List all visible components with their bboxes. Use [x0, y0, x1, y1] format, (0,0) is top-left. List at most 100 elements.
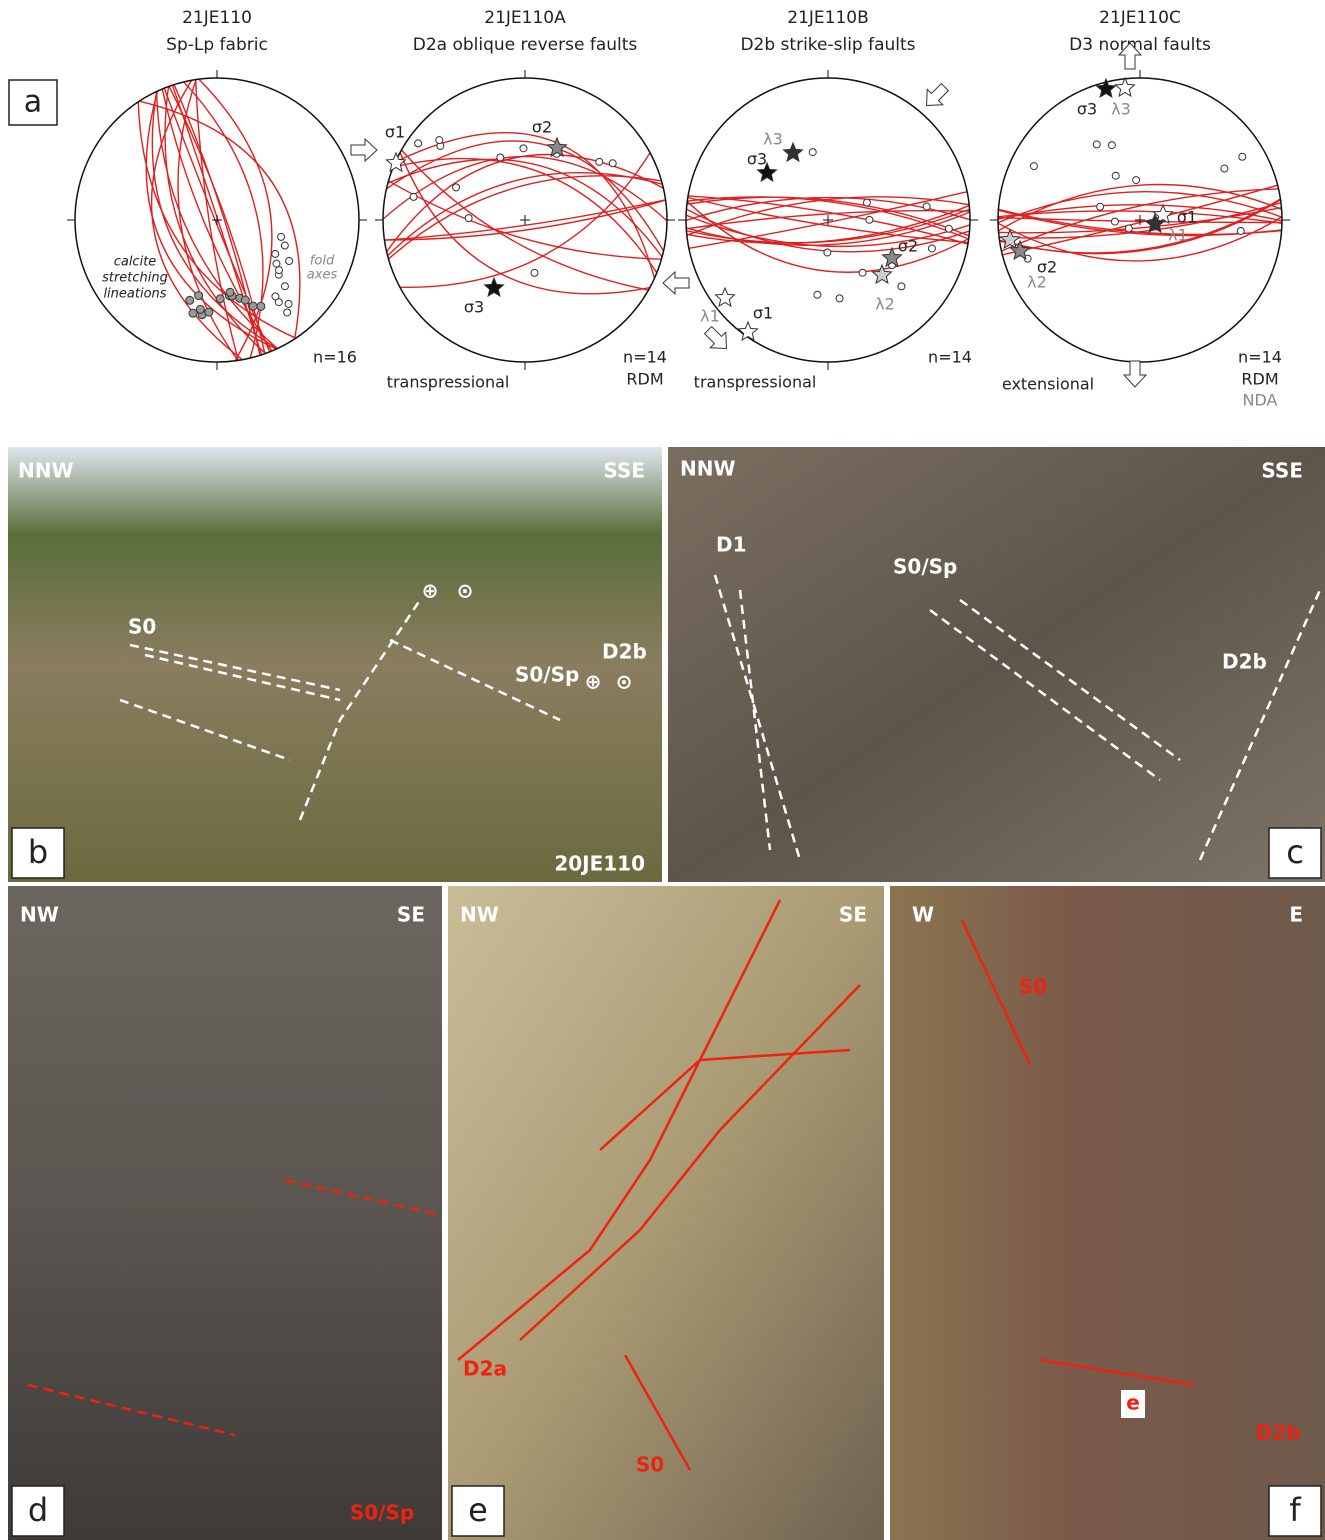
striation-dot	[1112, 172, 1119, 179]
stress-star	[784, 143, 803, 161]
lineation-dot	[257, 302, 265, 310]
lineation-dot	[186, 296, 194, 304]
photo-annotation: D1	[716, 533, 747, 557]
photo-annotation: SE	[397, 903, 425, 927]
net-label: λ1	[700, 307, 720, 326]
net-label: transpressional	[694, 373, 817, 392]
net-label: σ3	[1077, 100, 1097, 119]
net-label: fold	[310, 254, 335, 269]
lineation-dot	[196, 305, 204, 313]
net-label: σ2	[898, 237, 918, 256]
striation-dot	[497, 154, 504, 161]
panel-label: f	[1289, 1491, 1301, 1529]
striation-dot	[1221, 165, 1228, 172]
striation-dot	[814, 291, 821, 298]
net-label: stretching	[102, 271, 168, 286]
net-title: Sp-Lp fabric	[166, 35, 268, 55]
photo-annotation: NNW	[680, 457, 736, 481]
striation-dot	[1133, 177, 1140, 184]
net-label: λ3	[763, 130, 783, 149]
net-center	[520, 215, 530, 225]
fold-axis-dot	[281, 283, 288, 290]
striation-dot	[898, 283, 905, 290]
photo-annotation: S0/Sp	[893, 555, 957, 579]
photo	[448, 886, 884, 1540]
net-label: calcite	[114, 255, 157, 270]
net-title: D2b strike-slip faults	[740, 35, 915, 55]
photo-annotation: e	[1126, 1391, 1140, 1415]
net-sample: 21JE110C	[1099, 8, 1181, 28]
striation-dot	[410, 193, 417, 200]
photo-annotation: D2b	[1256, 1421, 1301, 1445]
photo-annotation: D2a	[463, 1357, 507, 1381]
net-sample: 21JE110	[182, 8, 252, 28]
page: Figure {"panel_a": {"label": "a", "nets"…	[0, 0, 1325, 1540]
panel-label: d	[28, 1491, 48, 1529]
lineation-dot	[189, 309, 197, 317]
net-label: RDM	[626, 370, 663, 389]
photo-annotation: S0/Sp	[350, 1501, 414, 1525]
photo-annotation: ⊕	[422, 579, 439, 603]
striation-dot	[520, 145, 527, 152]
net-label: n=16	[313, 348, 357, 367]
striation-dot	[1108, 142, 1115, 149]
net-label: transpressional	[387, 373, 510, 392]
body: a21JE110Sp-Lp fabriccalcitestretchinglin…	[0, 0, 1325, 1540]
net-label: lineations	[103, 287, 166, 302]
net-label: σ3	[747, 150, 767, 169]
photo-annotation: D2b	[1222, 650, 1267, 674]
stress-star	[387, 153, 406, 171]
fold-axis-dot	[272, 293, 279, 300]
net-label: NDA	[1243, 391, 1278, 410]
fold-axis-dot	[286, 257, 293, 264]
net-label: σ3	[464, 298, 484, 317]
photo-annotation: ⊙	[616, 670, 633, 694]
net-label: n=14	[1238, 348, 1282, 367]
figure: a21JE110Sp-Lp fabriccalcitestretchinglin…	[0, 0, 1325, 1540]
photo-annotation: ⊕	[585, 670, 602, 694]
striation-dot	[1097, 203, 1104, 210]
photo-annotation: SSE	[1261, 459, 1303, 483]
photo-annotation: S0	[636, 1453, 664, 1477]
panel-label: b	[28, 833, 48, 871]
photo	[8, 886, 442, 1540]
net-label: σ1	[753, 304, 773, 323]
striation-dot	[1111, 218, 1118, 225]
striation-dot	[596, 158, 603, 165]
photo-annotation: S0/Sp	[515, 663, 579, 687]
net-label: axes	[307, 268, 338, 283]
net-sample: 21JE110A	[484, 8, 566, 28]
photo-annotation: NNW	[18, 459, 74, 483]
striation-dot	[415, 140, 422, 147]
lineation-dot	[241, 296, 249, 304]
fold-axis-dot	[273, 260, 280, 267]
striation-dot	[1237, 227, 1244, 234]
fold-axis-dot	[281, 242, 288, 249]
striation-dot	[465, 215, 472, 222]
striation-dot	[531, 269, 538, 276]
fold-axis-dot	[284, 309, 291, 316]
photo-annotation: SE	[839, 903, 867, 927]
striation-dot	[1093, 141, 1100, 148]
stress-arrow	[700, 322, 734, 356]
net-title: D2a oblique reverse faults	[413, 35, 638, 55]
striation-dot	[436, 137, 443, 144]
net-label: λ1	[1168, 226, 1188, 245]
striation-dot	[1030, 163, 1037, 170]
striation-dot	[863, 199, 870, 206]
net-label: λ2	[875, 295, 895, 314]
stress-arrow	[351, 139, 377, 161]
striation-dot	[1125, 225, 1132, 232]
lineation-dot	[249, 302, 257, 310]
striation-dot	[945, 225, 952, 232]
striation-dot	[923, 203, 930, 210]
photo-annotation: W	[912, 903, 934, 927]
photo-annotation: NW	[460, 903, 499, 927]
striation-dot	[859, 269, 866, 276]
net-sample: 21JE110B	[787, 8, 869, 28]
panel-label: c	[1286, 833, 1304, 871]
lineation-dot	[195, 292, 203, 300]
lineation-dot	[216, 295, 224, 303]
stress-star	[485, 278, 504, 296]
stress-star	[1097, 79, 1116, 97]
